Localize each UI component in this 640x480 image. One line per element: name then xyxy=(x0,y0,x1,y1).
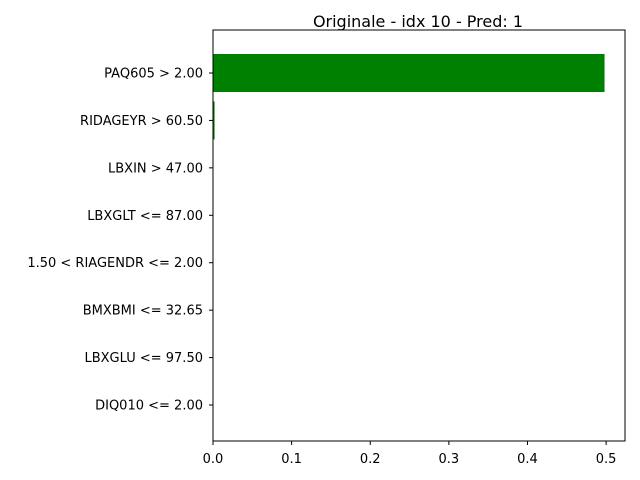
y-tick-label-6: LBXGLU <= 97.50 xyxy=(84,351,203,366)
y-tick-label-7: DIQ010 <= 2.00 xyxy=(95,399,203,414)
bar-0 xyxy=(213,54,605,92)
y-axis-ticks: PAQ605 > 2.00 RIDAGEYR > 60.50 LBXIN > 47.… xyxy=(27,67,213,414)
y-tick-label-1: RIDAGEYR > 60.50 xyxy=(80,114,203,129)
y-tick-label-0: PAQ605 > 2.00 xyxy=(104,67,203,82)
x-tick-label-5: 0.5 xyxy=(596,452,617,467)
chart-title: Originale - idx 10 - Pred: 1 xyxy=(313,12,523,31)
y-tick-label-5: BMXBMI <= 32.65 xyxy=(83,304,203,319)
x-tick-label-3: 0.3 xyxy=(439,452,460,467)
x-tick-label-2: 0.2 xyxy=(360,452,381,467)
x-axis-ticks: 0.0 0.1 0.2 0.3 0.4 0.5 xyxy=(203,441,617,467)
x-tick-label-4: 0.4 xyxy=(517,452,538,467)
bars-group xyxy=(213,54,605,140)
y-tick-label-4: 1.50 < RIAGENDR <= 2.00 xyxy=(27,256,203,271)
plot-frame xyxy=(212,29,626,442)
x-tick-label-0: 0.0 xyxy=(203,452,224,467)
y-tick-label-2: LBXIN > 47.00 xyxy=(108,161,203,176)
x-tick-label-1: 0.1 xyxy=(281,452,302,467)
y-tick-label-3: LBXGLT <= 87.00 xyxy=(87,209,203,224)
bar-1 xyxy=(213,101,215,140)
